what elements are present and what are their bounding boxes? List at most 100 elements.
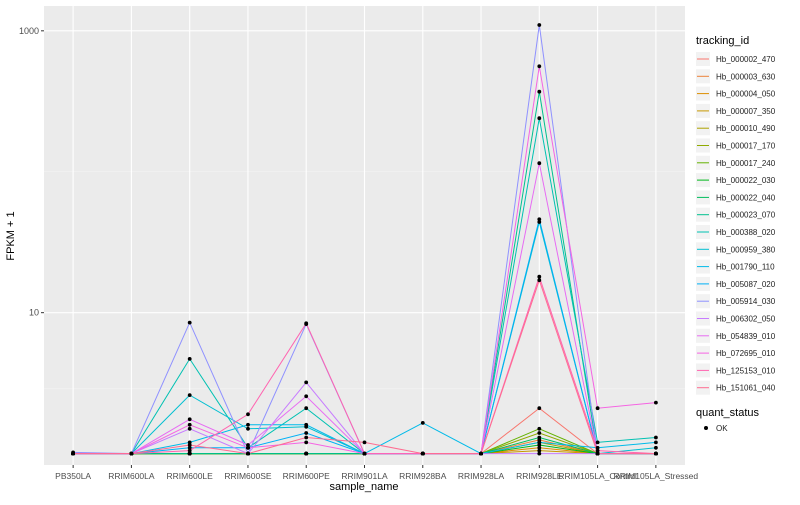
data-point [537,161,542,166]
data-point [187,443,192,447]
data-point [304,406,309,411]
x-tick-label: RRIM600LA [108,471,155,481]
data-point [595,440,600,445]
legend-items: Hb_000002_470 Hb_000003_630 Hb_000004_050 H… [696,52,776,395]
x-tick-label: RRIM600LE [167,471,214,481]
legend-shape-key-label: OK [716,424,728,433]
data-point [129,451,134,456]
data-point [537,274,542,279]
legend-label: Hb_125153_010 [716,366,776,375]
y-tick-label: 1000 [19,26,39,36]
data-point [537,116,542,121]
legend-shape-key-point [704,426,708,430]
data-point [654,440,658,445]
data-point [420,421,425,425]
data-point [537,23,542,27]
x-axis-title: sample_name [329,481,398,493]
data-point [420,451,425,456]
x-tick-label: RRIM901LA [341,471,388,481]
data-point [537,448,542,453]
data-point [304,451,309,456]
data-point [654,400,658,405]
data-point [537,426,542,431]
legend-label: Hb_000002_470 [716,55,776,64]
x-tick-label: PB350LA [55,471,91,481]
x-tick-label: RRIM600SE [224,471,272,481]
data-point [246,412,250,417]
legend-label: Hb_000007_350 [716,107,776,116]
data-point [304,422,309,427]
data-point [537,431,542,435]
data-point [187,440,192,445]
data-point [654,445,658,450]
data-point [304,321,309,326]
data-point [246,443,250,447]
data-point [654,451,658,456]
data-point [362,451,367,456]
data-point [537,435,542,440]
data-point [187,417,192,422]
legend-label: Hb_000017_240 [716,159,776,168]
legend-label: Hb_000003_630 [716,72,776,81]
data-point [537,217,542,222]
legend-label: Hb_072695_010 [716,349,776,358]
x-tick-label: RRIM928LA [458,471,505,481]
legend-label: Hb_005914_030 [716,297,776,306]
data-point [304,431,309,435]
data-point [595,448,600,453]
data-point [187,357,192,361]
legend-shape-title: quant_status [696,407,759,419]
x-tick-label: RRIM105LA_Control [558,471,637,481]
data-point [304,394,309,399]
data-point [304,435,309,440]
y-axis-title: FPKM + 1 [5,211,17,260]
data-point [304,440,309,445]
y-axis: 10 1000 [19,26,44,318]
data-point [187,393,192,397]
x-tick-label: RRIM928BA [399,471,447,481]
data-point [246,451,250,456]
data-point [187,426,192,431]
data-point [537,445,542,450]
data-point [537,64,542,69]
data-point [537,406,542,411]
data-point [537,89,542,94]
legend-label: Hb_000959_380 [716,245,776,254]
legend-label: Hb_000023_070 [716,211,776,220]
legend-label: Hb_000388_020 [716,228,776,237]
data-point [246,422,250,427]
data-point [537,278,542,283]
data-point [187,422,192,427]
legend-label: Hb_000022_030 [716,176,776,185]
data-point [304,380,309,385]
data-point [595,451,600,456]
x-tick-label: RRIM600PE [283,471,331,481]
legend-label: Hb_054839_010 [716,332,776,341]
data-point [187,451,192,456]
x-tick-label: RRIM105LA_Stressed [614,471,699,481]
data-point [362,440,367,445]
data-point [595,445,600,450]
y-tick-label: 10 [29,308,39,318]
legend-label: Hb_000017_170 [716,142,776,151]
points-layer [71,23,658,456]
data-point [537,440,542,445]
legend-label: Hb_000010_490 [716,124,776,133]
data-point [246,426,250,431]
data-point [479,451,483,456]
legend-label: Hb_005087_020 [716,280,776,289]
data-point [246,445,250,450]
data-point [71,451,75,456]
legend-label: Hb_000022_040 [716,193,776,202]
data-point [595,406,600,411]
legend-title: tracking_id [696,35,749,47]
x-axis: PB350LA RRIM600LA RRIM600LE RRIM600SE RRIM60… [55,465,698,481]
data-point [537,443,542,447]
data-point [187,320,192,325]
legend-label: Hb_006302_050 [716,315,776,324]
legend-label: Hb_001790_110 [716,263,775,272]
data-point [537,451,542,456]
data-point [187,448,192,453]
